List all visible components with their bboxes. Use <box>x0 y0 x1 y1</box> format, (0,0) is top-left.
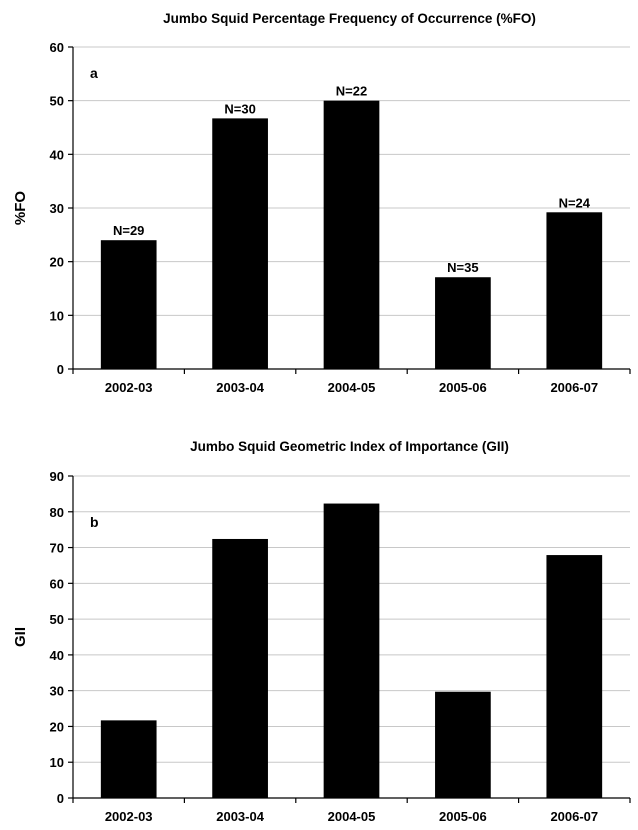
x-tick-label: 2005-06 <box>439 380 487 395</box>
y-tick-label: 30 <box>50 684 64 699</box>
y-axis-label: %FO <box>12 191 29 226</box>
x-tick-label: 2002-03 <box>105 809 153 824</box>
bar-data-label: N=30 <box>224 101 255 116</box>
y-tick-label: 50 <box>50 612 64 627</box>
bar-2006-07 <box>546 212 603 369</box>
chart-gii: Jumbo Squid Geometric Index of Importanc… <box>12 439 631 824</box>
panel-label: a <box>90 65 98 81</box>
bar-data-label: N=24 <box>559 195 591 210</box>
bar-2005-06 <box>435 691 491 798</box>
x-tick-label: 2003-04 <box>216 380 264 395</box>
x-tick-label: 2003-04 <box>216 809 264 824</box>
chart-fo: Jumbo Squid Percentage Frequency of Occu… <box>12 11 631 395</box>
bar-2005-06 <box>435 277 491 369</box>
y-tick-label: 90 <box>50 469 64 484</box>
y-tick-label: 10 <box>50 755 64 770</box>
bar-data-label: N=22 <box>336 84 367 99</box>
y-axis-label: GII <box>12 627 29 647</box>
x-tick-label: 2002-03 <box>105 380 153 395</box>
bar-2004-05 <box>323 100 380 370</box>
bar-2002-03 <box>100 720 157 798</box>
y-tick-label: 40 <box>50 147 64 162</box>
chart-title: Jumbo Squid Percentage Frequency of Occu… <box>163 11 536 26</box>
y-tick-label: 20 <box>50 255 64 270</box>
y-tick-label: 50 <box>50 94 64 109</box>
y-tick-label: 10 <box>50 308 64 323</box>
y-tick-label: 20 <box>50 719 64 734</box>
x-tick-label: 2006-07 <box>550 380 598 395</box>
bar-2006-07 <box>546 555 603 798</box>
bar-data-label: N=29 <box>113 223 144 238</box>
bar-data-label: N=35 <box>447 260 478 275</box>
bar-2003-04 <box>212 538 268 798</box>
panel-label: b <box>90 514 99 530</box>
y-tick-label: 0 <box>57 791 64 806</box>
y-tick-label: 30 <box>50 201 64 216</box>
y-tick-label: 70 <box>50 541 64 556</box>
y-tick-label: 80 <box>50 505 64 520</box>
bar-2003-04 <box>212 118 268 369</box>
y-tick-label: 40 <box>50 648 64 663</box>
y-tick-label: 60 <box>50 576 64 591</box>
chart-title: Jumbo Squid Geometric Index of Importanc… <box>190 439 509 454</box>
x-tick-label: 2004-05 <box>328 380 376 395</box>
x-tick-label: 2004-05 <box>328 809 376 824</box>
x-tick-label: 2005-06 <box>439 809 487 824</box>
y-tick-label: 60 <box>50 40 64 55</box>
bar-2002-03 <box>100 240 157 369</box>
y-tick-label: 0 <box>57 362 64 377</box>
x-tick-label: 2006-07 <box>550 809 598 824</box>
bar-2004-05 <box>323 503 380 798</box>
